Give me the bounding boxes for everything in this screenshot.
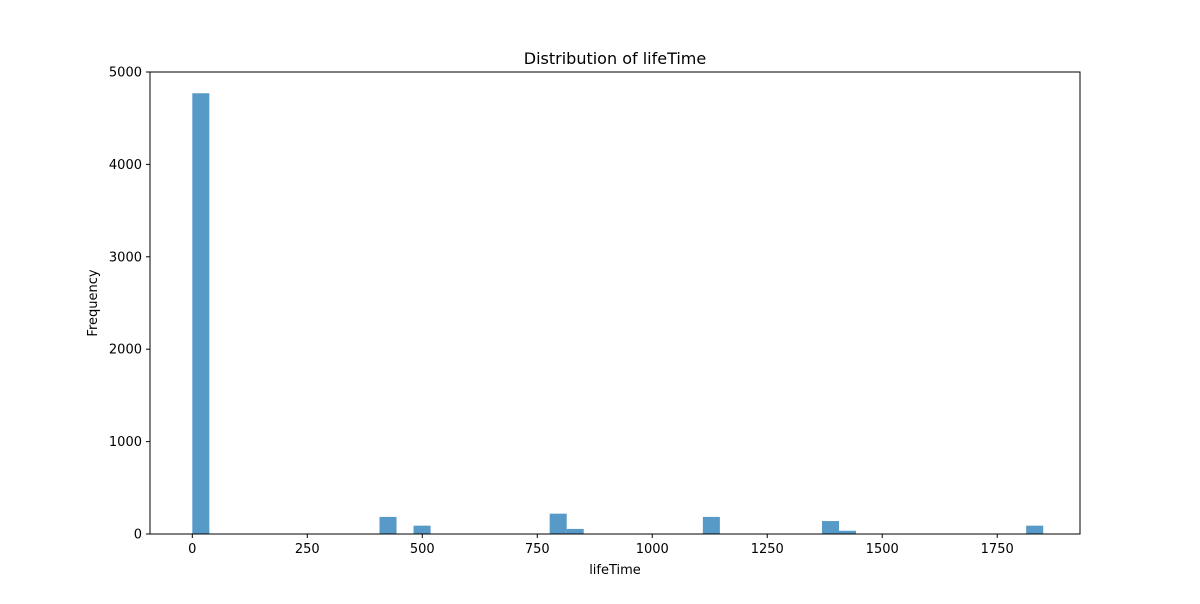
x-tick-label-1: 250 (295, 542, 320, 557)
plot-frame (149, 71, 1081, 535)
histogram-bar-1 (379, 516, 397, 534)
x-tick-label-0: 0 (188, 542, 196, 557)
histogram-bar-0 (192, 93, 210, 534)
y-tick-label-3: 3000 (109, 250, 142, 265)
x-axis-ticks: 0 250 500 750 1000 1250 1500 1750 (188, 534, 1014, 557)
y-tick-label-0: 0 (134, 528, 142, 543)
histogram-bar-8 (1026, 525, 1044, 534)
x-tick-label-6: 1500 (866, 542, 899, 557)
bars-group (192, 93, 1044, 534)
y-tick-label-2: 2000 (109, 343, 142, 358)
histogram-bar-6 (821, 521, 839, 534)
x-tick-label-4: 1000 (636, 542, 669, 557)
histogram-bar-4 (566, 528, 584, 534)
plot-area: 0 250 500 750 1000 1250 1500 1750 0 1000 2000 3000… (109, 66, 1081, 557)
x-tick-label-2: 500 (410, 542, 435, 557)
histogram-bar-7 (838, 530, 857, 534)
x-axis-label: lifeTime (589, 563, 641, 578)
y-tick-label-1: 1000 (109, 435, 142, 450)
histogram-bar-5 (702, 516, 720, 534)
y-axis-ticks: 0 1000 2000 3000 4000 5000 (109, 66, 150, 543)
x-tick-label-5: 1250 (751, 542, 784, 557)
histogram-bar-2 (413, 525, 431, 534)
chart-title: Distribution of lifeTime (524, 49, 706, 68)
histogram-bar-3 (549, 513, 567, 534)
y-tick-label-4: 4000 (109, 158, 142, 173)
y-axis-label: Frequency (86, 269, 101, 336)
y-tick-label-5: 5000 (109, 66, 142, 81)
x-tick-label-3: 750 (525, 542, 550, 557)
x-tick-label-7: 1750 (981, 542, 1014, 557)
